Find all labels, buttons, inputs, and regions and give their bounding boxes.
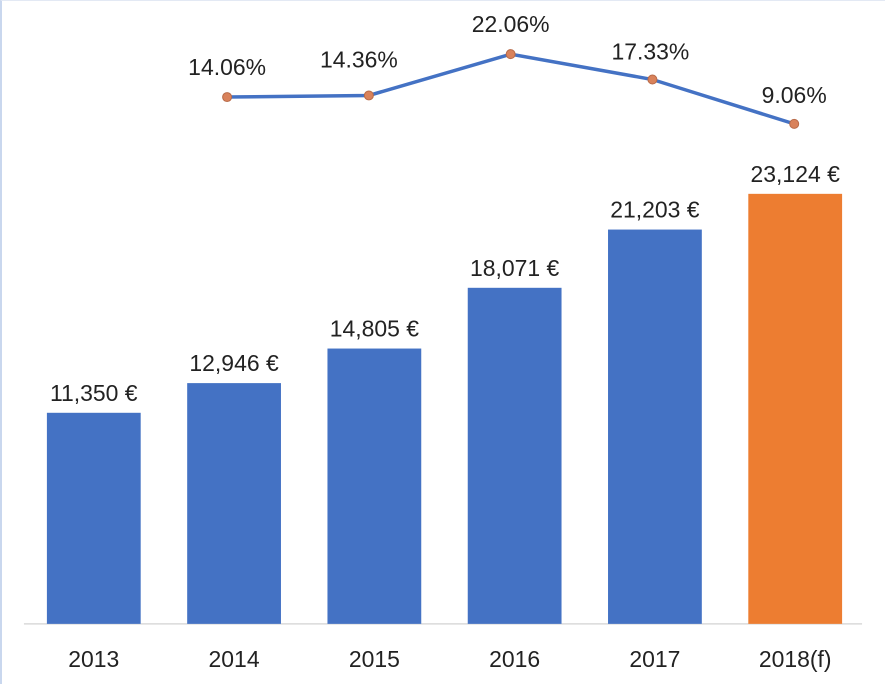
growth-data-label: 22.06% [472,11,550,37]
bar-2015 [327,348,422,624]
bar-2013 [46,412,141,624]
x-tick-label: 2014 [209,646,260,672]
x-tick-label: 2015 [349,646,400,672]
bar-data-label: 12,946 € [189,350,279,376]
bar-2016 [467,287,562,624]
bar-data-label: 21,203 € [610,197,700,223]
bar-2017 [608,229,702,624]
growth-marker [505,49,516,60]
x-tick-label: 2013 [68,646,119,672]
bar-data-label: 11,350 € [50,380,138,406]
bar-data-label: 18,071 € [470,255,560,281]
growth-marker [647,74,658,85]
bar-data-label: 14,805 € [330,316,420,342]
bar-2018(f) [748,193,843,624]
growth-data-label: 17.33% [612,39,690,65]
growth-line [227,52,795,126]
bar-data-label: 23,124 € [751,161,841,187]
growth-data-label: 14.36% [320,47,398,73]
x-tick-label: 2017 [629,646,680,672]
growth-marker [789,118,800,129]
growth-data-label: 9.06% [762,82,827,108]
x-tick-label: 2016 [489,646,540,672]
x-tick-label: 2018(f) [759,646,832,672]
bar-2014 [187,383,281,624]
growth-marker [222,92,233,103]
growth-marker [363,90,374,101]
growth-data-label: 14.06% [188,54,266,80]
